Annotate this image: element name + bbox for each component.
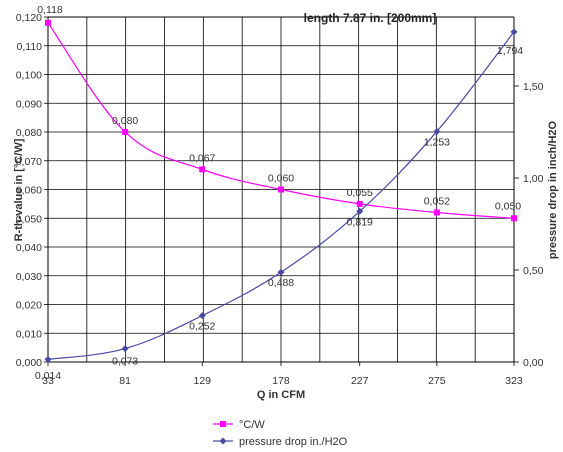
data-point-thermal bbox=[511, 215, 517, 222]
data-point-pressure bbox=[277, 268, 285, 276]
data-label-thermal: 0,052 bbox=[424, 196, 450, 208]
data-label-pressure: 0,488 bbox=[268, 277, 294, 289]
x-tick-label: 323 bbox=[505, 375, 523, 387]
y-left-tick-label: 0,090 bbox=[16, 98, 42, 110]
y-left-tick-label: 0,020 bbox=[16, 300, 42, 312]
data-point-pressure bbox=[198, 312, 206, 320]
data-point-thermal bbox=[433, 209, 440, 216]
y-left-tick-label: 0,040 bbox=[16, 242, 42, 254]
data-point-pressure bbox=[510, 28, 518, 36]
data-point-pressure bbox=[433, 127, 441, 135]
x-tick-label: 81 bbox=[119, 375, 131, 387]
legend-marker-pressure bbox=[219, 437, 227, 445]
y-left-tick-label: 0,000 bbox=[16, 357, 42, 369]
data-label-thermal: 0,055 bbox=[347, 187, 373, 199]
data-label-thermal: 0,080 bbox=[112, 115, 138, 127]
data-label-pressure: 0,073 bbox=[112, 356, 138, 368]
y-right-axis-title: pressure drop in inch/H2O bbox=[547, 120, 559, 259]
data-label-thermal: 0,118 bbox=[37, 4, 63, 16]
legend-marker-thermal bbox=[220, 421, 226, 427]
data-label-pressure: 0,819 bbox=[347, 216, 373, 228]
data-label-thermal: 0,067 bbox=[189, 152, 215, 164]
data-point-thermal bbox=[356, 200, 363, 207]
y-left-tick-label: 0,110 bbox=[17, 41, 43, 53]
y-right-tick-label: 1,00 bbox=[523, 173, 544, 185]
y-left-tick-label: 0,080 bbox=[16, 127, 42, 139]
y-right-tick-label: 1,50 bbox=[523, 81, 544, 93]
x-axis-title: Q in CFM bbox=[257, 389, 305, 401]
data-label-pressure: 0,014 bbox=[35, 370, 61, 382]
y-right-tick-label: 0,50 bbox=[523, 265, 544, 277]
chart-title: length 7.87 in. [200mm] bbox=[304, 11, 437, 25]
data-label-pressure: 1,794 bbox=[497, 45, 523, 57]
y-left-tick-label: 0,050 bbox=[16, 213, 42, 225]
y-left-tick-label: 0,030 bbox=[16, 271, 42, 283]
data-point-pressure bbox=[44, 355, 52, 363]
y-left-axis-title: R-th-value in [°C/W] bbox=[13, 138, 25, 241]
y-left-tick-label: 0,100 bbox=[16, 70, 42, 82]
series-line-pressure bbox=[47, 31, 515, 361]
data-point-pressure bbox=[356, 207, 364, 215]
y-left-tick-label: 0,120 bbox=[16, 12, 42, 24]
legend-label-thermal: °C/W bbox=[239, 419, 265, 431]
data-label-thermal: 0,050 bbox=[495, 200, 521, 212]
data-point-pressure bbox=[121, 345, 129, 353]
data-label-pressure: 0,252 bbox=[189, 321, 215, 333]
x-tick-label: 275 bbox=[428, 375, 446, 387]
y-left-tick-label: 0,060 bbox=[16, 185, 42, 197]
legend-label-pressure: pressure drop in./H2O bbox=[239, 436, 348, 448]
data-label-thermal: 0,060 bbox=[268, 173, 294, 185]
data-label-pressure: 1,253 bbox=[424, 136, 450, 148]
y-left-tick-label: 0,070 bbox=[16, 156, 42, 168]
data-point-thermal bbox=[122, 129, 129, 135]
y-left-tick-label: 0,010 bbox=[16, 328, 42, 340]
data-point-thermal bbox=[199, 166, 206, 173]
x-tick-label: 129 bbox=[193, 375, 211, 387]
x-tick-label: 178 bbox=[272, 375, 290, 387]
x-tick-label: 227 bbox=[351, 375, 369, 387]
data-point-thermal bbox=[278, 186, 284, 193]
data-point-thermal bbox=[45, 19, 51, 26]
x-tick-label: 33 bbox=[42, 375, 54, 387]
y-right-tick-label: 0,00 bbox=[523, 357, 544, 369]
